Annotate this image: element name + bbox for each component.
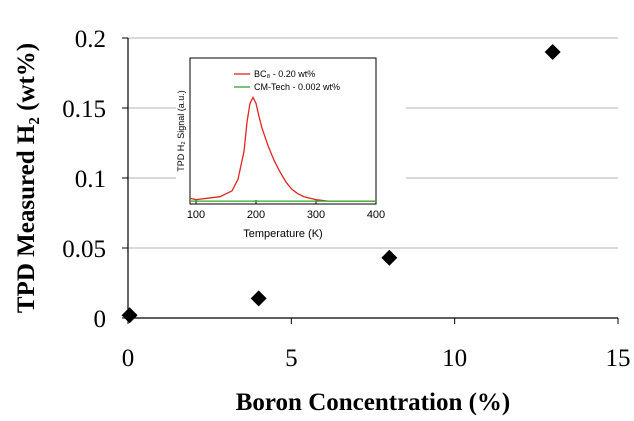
inset-legend: BC₈ - 0.20 wt% CM-Tech - 0.002 wt% — [234, 69, 340, 92]
inset-background — [176, 52, 406, 244]
inset-y-axis-label: TPD H₂ Signal (a.u.) — [176, 90, 186, 172]
inset-x-axis-label: Temperature (K) — [243, 228, 322, 240]
inset-x-tick-label: 300 — [307, 209, 325, 221]
main-x-tick-label: 10 — [442, 345, 467, 372]
main-y-tick-label: 0 — [94, 306, 107, 333]
main-y-tick-labels: 0 0.05 0.1 0.15 0.2 — [62, 26, 128, 333]
main-y-tick-label: 0.15 — [62, 96, 106, 123]
inset-legend-label: BC₈ - 0.20 wt% — [254, 69, 315, 79]
inset-chart: 100 200 300 400 BC₈ - 0.20 wt% CM-Tech - 0.0… — [176, 52, 406, 244]
inset-frame — [189, 57, 377, 205]
main-x-axis-label: Boron Concentration (%) — [236, 389, 511, 416]
main-x-tick-label: 5 — [285, 345, 298, 372]
inset-x-tick-label: 200 — [247, 209, 265, 221]
main-y-tick-label: 0.1 — [75, 166, 106, 193]
inset-legend-label: CM-Tech - 0.002 wt% — [254, 82, 340, 92]
main-data-point — [250, 290, 267, 307]
main-data-points — [121, 44, 561, 324]
main-x-tick-label: 15 — [606, 345, 631, 372]
inset-x-tick-labels: 100 200 300 400 — [187, 200, 385, 221]
main-data-point — [381, 249, 398, 266]
main-x-tick-label: 0 — [122, 345, 135, 372]
main-data-point — [121, 307, 138, 324]
main-y-tick-label: 0.2 — [75, 26, 106, 53]
inset-x-tick-label: 400 — [367, 209, 385, 221]
main-y-axis-label: TPD Measured H₂ (wt%) — [13, 43, 40, 313]
main-data-point — [544, 44, 561, 60]
main-y-tick-label: 0.05 — [62, 236, 106, 263]
main-x-tick-labels: 0 5 10 15 — [122, 318, 631, 372]
inset-series-lines — [189, 95, 376, 202]
inset-x-tick-label: 100 — [187, 209, 205, 221]
